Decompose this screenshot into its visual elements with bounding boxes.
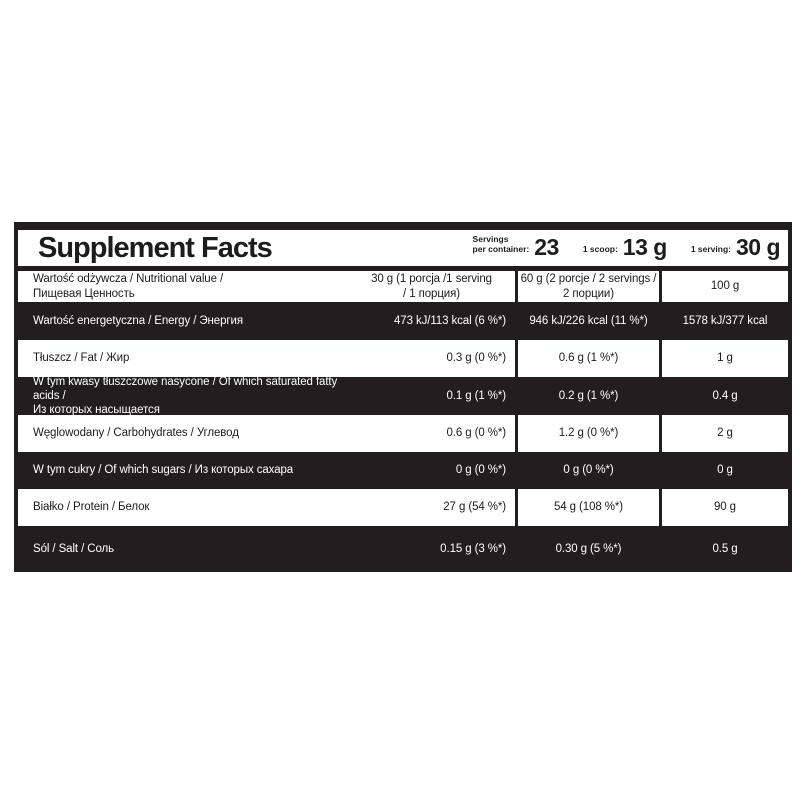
value-per-serving: 0.1 g (1 %*) — [446, 389, 506, 402]
nutrient-name: Białko / Protein / Белок — [33, 501, 150, 514]
nutrient-name: Tłuszcz / Fat / Жир — [33, 352, 130, 365]
value-per-2-servings: 0 g (0 %*) — [563, 464, 614, 477]
table-row-carbohydrates: Węglowodany / Carbohydrates / Углевод 0.… — [18, 415, 788, 452]
top-border-bar — [18, 222, 788, 230]
value-per-100g: 2 g — [717, 427, 733, 440]
value-per-serving: 473 kJ/113 kcal (6 %*) — [393, 314, 506, 327]
value-per-2-servings: 0.2 g (1 %*) — [558, 389, 619, 402]
value-per-100g: 0.4 g — [712, 389, 738, 402]
value-per-100g: 1 g — [717, 352, 733, 365]
servings-per-container-label: Servings per container: — [472, 234, 530, 254]
value-per-serving: 27 g (54 %*) — [443, 501, 506, 514]
nutrient-name: Wartość energetyczna / Energy / Энергия — [33, 314, 243, 327]
servings-per-container-value: 23 — [534, 233, 559, 260]
table-row-saturated-fat: W tym kwasy tłuszczowe nasycone / Of whi… — [18, 375, 788, 417]
title-separator — [18, 266, 788, 271]
value-per-2-servings: 0.30 g (5 %*) — [555, 542, 622, 555]
nutrient-name: W tym kwasy tłuszczowe nasycone / Of whi… — [33, 375, 338, 417]
value-per-100g: 90 g — [714, 501, 736, 514]
scoop-size: 1 scoop: 13 g — [582, 233, 668, 260]
scoop-size-value: 13 g — [622, 233, 668, 260]
value-per-2-servings: 54 g (108 %*) — [515, 489, 662, 526]
value-per-100g: 0 g — [717, 464, 733, 477]
value-per-serving: 0.15 g (3 %*) — [440, 542, 506, 555]
nutrient-name: Sól / Salt / Соль — [33, 542, 115, 555]
value-per-serving: 0.6 g (0 %*) — [446, 427, 506, 440]
per-2-servings-header: 60 g (2 porcje / 2 servings / 2 порции) — [515, 271, 662, 302]
table-row-fat: Tłuszcz / Fat / Жир 0.3 g (0 %*) 0.6 g (… — [18, 340, 788, 377]
value-per-100g: 1578 kJ/377 kcal — [682, 314, 768, 327]
per-100g-header: 100 g — [710, 280, 740, 293]
per-serving-header: 30 g (1 porcja /1 serving / 1 порция) — [371, 273, 492, 300]
serving-size-value: 30 g — [735, 233, 781, 260]
nutrient-name: W tym cukry / Of which sugars / Из котор… — [33, 464, 294, 477]
value-per-2-servings: 946 kJ/226 kcal (11 %*) — [529, 314, 648, 327]
table-header-row: Wartość odżywcza / Nutritional value / П… — [18, 271, 788, 302]
supplement-facts-label: Supplement Facts Servings per container:… — [14, 222, 792, 572]
value-per-serving: 0.3 g (0 %*) — [446, 352, 506, 365]
table-row-salt: Sól / Salt / Соль 0.15 g (3 %*) 0.30 g (… — [18, 526, 788, 572]
serving-size-label: 1 serving: — [690, 244, 731, 254]
table-row-sugars: W tym cukry / Of which sugars / Из котор… — [18, 452, 788, 489]
value-per-100g: 0.5 g — [712, 542, 738, 555]
nutrient-name: Węglowodany / Carbohydrates / Углевод — [33, 427, 239, 440]
table-row-protein: Białko / Protein / Белок 27 g (54 %*) 54… — [18, 489, 788, 526]
table-row-energy: Wartość energetyczna / Energy / Энергия … — [18, 302, 788, 340]
value-per-2-servings: 0.6 g (1 %*) — [515, 340, 662, 377]
value-per-2-servings: 1.2 g (0 %*) — [515, 415, 662, 452]
nutrient-name-header: Wartość odżywcza / Nutritional value / П… — [33, 273, 224, 300]
title-band: Supplement Facts Servings per container:… — [18, 230, 788, 266]
serving-size: 1 serving: 30 g — [690, 233, 781, 260]
value-per-serving: 0 g (0 %*) — [455, 464, 506, 477]
servings-per-container: Servings per container: 23 — [472, 233, 560, 260]
scoop-size-label: 1 scoop: — [582, 244, 618, 254]
serving-info-group: Servings per container: 23 1 scoop: 13 g… — [472, 233, 781, 260]
page-title: Supplement Facts — [38, 231, 273, 264]
